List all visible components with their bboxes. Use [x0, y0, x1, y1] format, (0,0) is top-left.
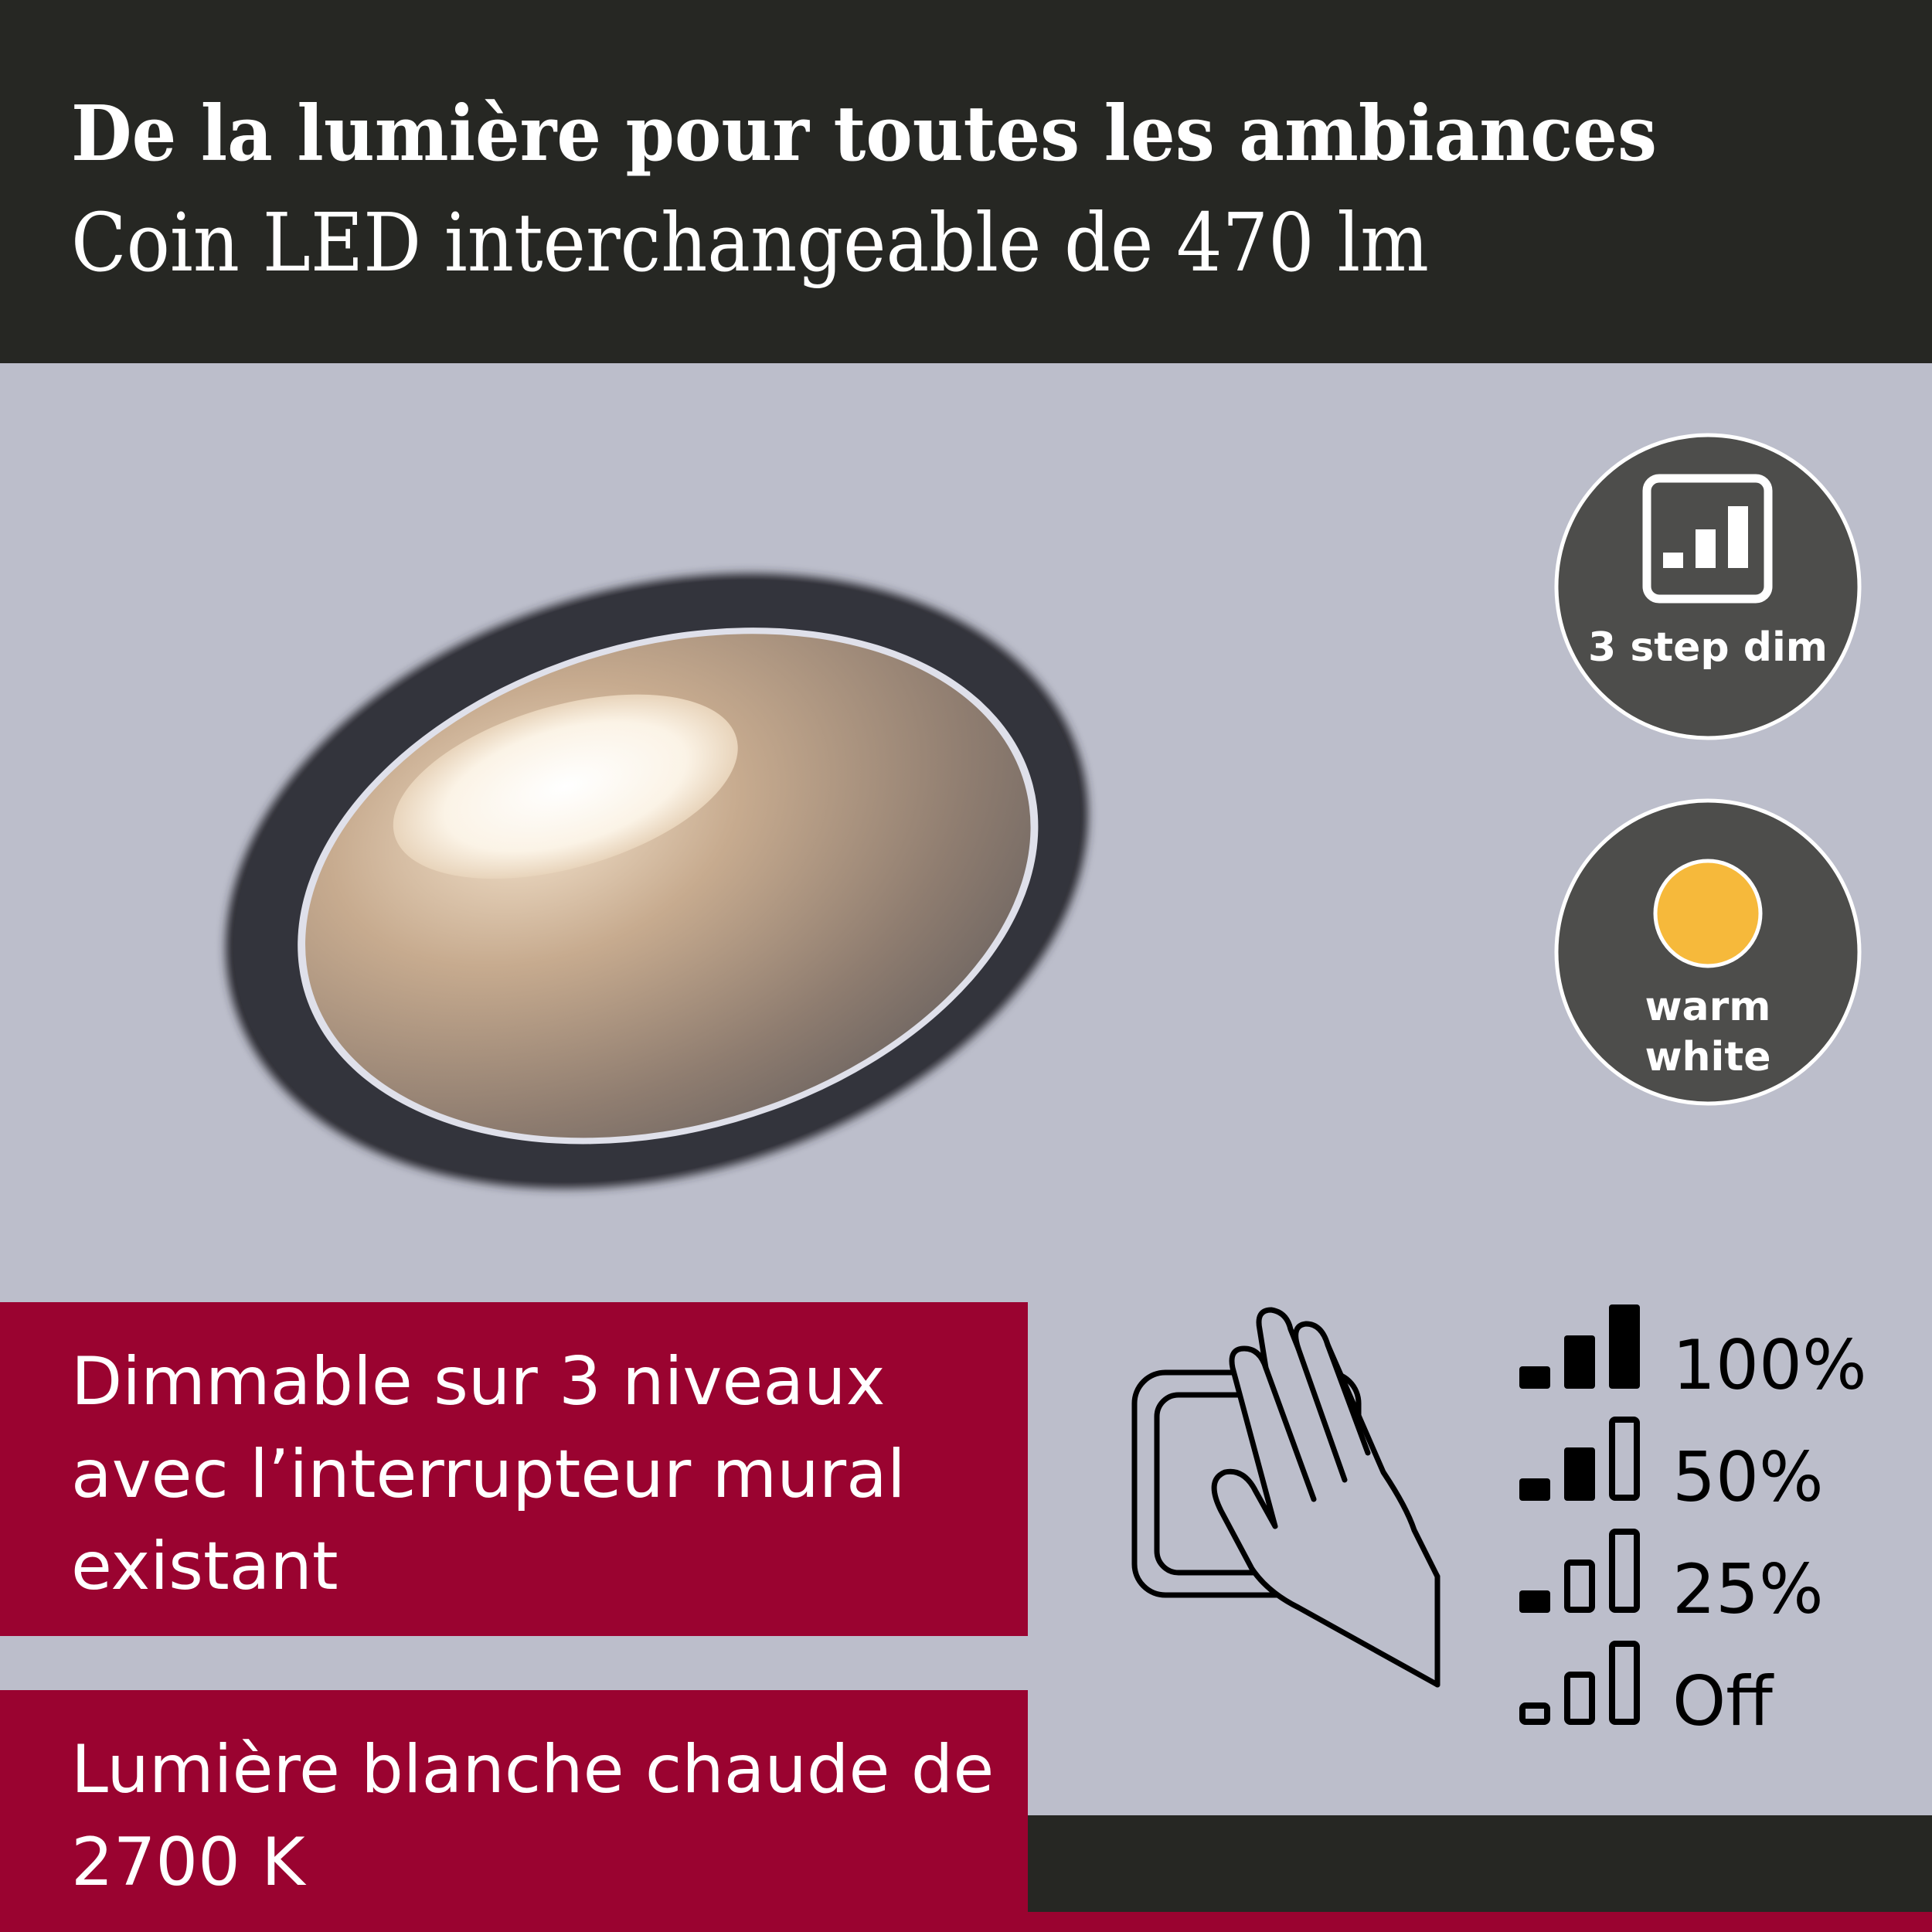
signal-bar-icon [1564, 1672, 1595, 1725]
signal-bar-icon [1609, 1417, 1640, 1501]
badge-label: 3 step dim [1588, 624, 1828, 671]
recessed-light-fixture [226, 573, 1088, 1189]
badge-3-step-dim: 3 step dim [1554, 433, 1862, 740]
headline: De la lumière pour toutes les ambiances [71, 90, 1657, 179]
hand-pressing-switch-icon [1131, 1307, 1440, 1688]
feature-text-line: 2700 K [71, 1824, 307, 1901]
badge-warm-white: warm white [1554, 798, 1862, 1106]
dim-level-label: 25% [1672, 1549, 1824, 1629]
feature-box-dimmable [0, 1302, 1028, 1636]
dim-level-1: 50% [1519, 1417, 1824, 1517]
dim-level-2: 25% [1519, 1529, 1824, 1629]
feature-text-line: Lumière blanche chaude de [71, 1731, 994, 1808]
dim-level-label: 100% [1672, 1325, 1867, 1405]
signal-bar-icon [1609, 1529, 1640, 1613]
signal-bar-icon [1519, 1478, 1550, 1501]
signal-bar-icon [1519, 1702, 1550, 1725]
dim-level-0: 100% [1519, 1304, 1867, 1405]
warm-white-sun-icon [1653, 859, 1763, 968]
dim-level-label: 50% [1672, 1437, 1824, 1517]
dim-steps-icon [1642, 474, 1773, 604]
signal-bar-icon [1519, 1366, 1550, 1389]
feature-text-line: Dimmable sur 3 niveaux [71, 1343, 885, 1420]
dim-level-3: Off [1519, 1641, 1774, 1741]
signal-bar-icon [1609, 1304, 1640, 1389]
feature-text-line: existant [71, 1528, 338, 1605]
signal-bar-icon [1564, 1335, 1595, 1389]
badge-label-line1: warm [1645, 984, 1771, 1030]
signal-bar-icon [1609, 1641, 1640, 1725]
light-source [393, 694, 738, 879]
badge-label-line2: white [1645, 1034, 1770, 1080]
header-band [0, 0, 1932, 363]
signal-bar-icon [1564, 1560, 1595, 1613]
dim-level-list: 100% 50% 25% Off [1519, 1304, 1867, 1741]
feature-box-warm-light [0, 1690, 1028, 1932]
signal-bar-icon [1564, 1447, 1595, 1501]
feature-text-line: avec l’interrupteur mural [71, 1436, 906, 1513]
signal-bar-icon [1519, 1590, 1550, 1613]
footer-dark-band [1028, 1815, 1932, 1912]
dim-level-label: Off [1672, 1662, 1774, 1741]
subheadline: Coin LED interchangeable de 470 lm [71, 196, 1429, 290]
